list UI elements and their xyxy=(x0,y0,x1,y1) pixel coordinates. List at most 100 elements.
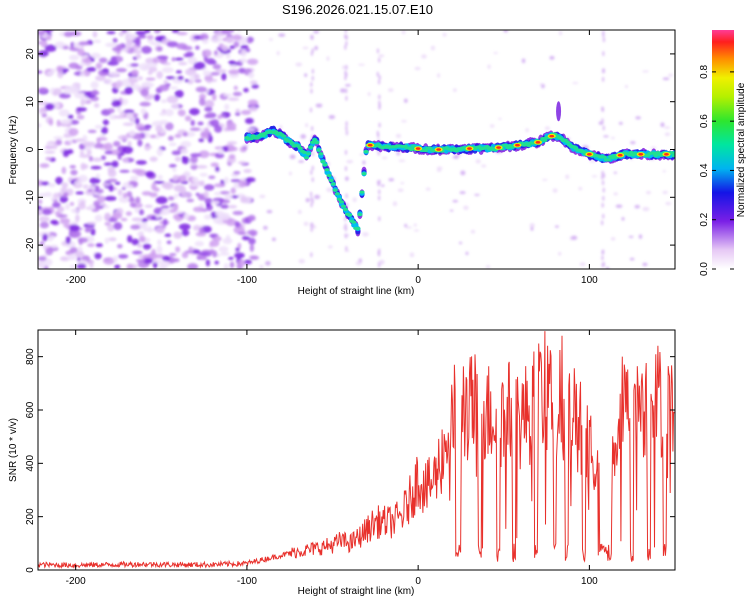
noise-cell xyxy=(76,256,81,262)
noise-cell xyxy=(50,244,58,249)
streak-cell xyxy=(602,261,606,267)
ridge-peak-core xyxy=(664,152,669,156)
noise-cell xyxy=(166,95,179,104)
noise-cell xyxy=(177,109,186,117)
noise-cell xyxy=(198,227,204,234)
streak-cell xyxy=(378,216,381,222)
noise-cell xyxy=(53,136,64,140)
noise-cell xyxy=(163,80,169,85)
noise-cell xyxy=(217,147,224,155)
ridge-peak-core xyxy=(496,146,502,149)
noise-cell xyxy=(387,88,394,93)
noise-cell xyxy=(227,97,240,101)
noise-cell xyxy=(189,127,201,132)
noise-cell xyxy=(38,216,50,223)
noise-cell xyxy=(237,161,247,165)
noise-cell xyxy=(200,131,206,139)
streak-cell xyxy=(311,75,314,81)
noise-cell xyxy=(75,191,85,195)
noise-cell xyxy=(190,164,198,170)
y-tick-label: 10 xyxy=(25,96,36,108)
noise-cell xyxy=(137,126,146,132)
noise-cell xyxy=(53,192,61,199)
noise-cell xyxy=(45,103,55,111)
noise-cell xyxy=(130,224,141,230)
noise-cell xyxy=(125,113,134,120)
noise-cell xyxy=(125,211,132,216)
noise-cell xyxy=(127,235,133,243)
noise-cell xyxy=(89,260,94,269)
noise-cell xyxy=(38,30,45,36)
noise-cell xyxy=(59,195,69,203)
noise-cell xyxy=(156,148,164,157)
noise-cell xyxy=(131,238,140,246)
noise-cell xyxy=(204,134,209,140)
streak-cell xyxy=(377,181,381,187)
noise-cell xyxy=(489,124,495,128)
noise-cell xyxy=(54,211,61,216)
noise-cell xyxy=(38,205,42,211)
noise-cell xyxy=(248,237,256,245)
noise-cell xyxy=(68,54,80,61)
noise-cell xyxy=(149,156,158,162)
noise-cell xyxy=(61,186,68,194)
streak-cell xyxy=(377,251,381,257)
noise-cell xyxy=(93,143,104,149)
noise-cell xyxy=(138,34,147,39)
noise-cell xyxy=(196,165,208,169)
noise-cell xyxy=(339,88,346,93)
noise-cell xyxy=(342,65,346,70)
noise-cell xyxy=(213,183,226,188)
noise-cell xyxy=(259,264,264,269)
noise-cell xyxy=(86,66,97,72)
noise-cell xyxy=(158,84,170,92)
noise-cell xyxy=(42,208,52,216)
noise-cell xyxy=(174,156,182,162)
ridge-cell xyxy=(289,141,295,145)
noise-cell xyxy=(139,101,151,107)
noise-cell xyxy=(167,135,174,141)
noise-cell xyxy=(668,73,673,77)
noise-cell xyxy=(190,153,202,158)
noise-cell xyxy=(181,229,190,237)
noise-cell xyxy=(326,56,330,61)
ridge-cell xyxy=(303,156,310,160)
noise-cell xyxy=(60,118,72,126)
ridge-cell xyxy=(318,152,324,156)
noise-cell xyxy=(278,33,286,37)
noise-cell xyxy=(61,166,67,175)
streak-cell xyxy=(345,130,349,136)
noise-cell xyxy=(401,119,407,123)
streak-cell xyxy=(601,255,604,261)
streak-cell xyxy=(377,57,381,63)
noise-cell xyxy=(117,135,129,141)
noise-cell xyxy=(43,191,53,197)
noise-cell xyxy=(664,132,671,137)
noise-cell xyxy=(554,225,559,228)
ridge-cell xyxy=(410,144,416,148)
noise-cell xyxy=(155,196,168,204)
snr-plot-area xyxy=(38,331,675,569)
streak-cell xyxy=(345,193,348,199)
noise-cell xyxy=(159,120,169,125)
streak-cell xyxy=(345,72,348,78)
noise-cell xyxy=(73,180,82,186)
noise-cell xyxy=(327,245,333,249)
streak-cell xyxy=(601,76,605,82)
ridge-cell xyxy=(351,220,357,224)
noise-cell xyxy=(199,33,209,41)
noise-cell xyxy=(204,127,210,136)
ridge-cell xyxy=(361,172,367,176)
noise-cell xyxy=(168,163,177,168)
noise-cell xyxy=(245,37,254,44)
noise-cell xyxy=(210,36,222,43)
noise-cell xyxy=(572,82,579,85)
noise-cell xyxy=(215,69,227,73)
noise-cell xyxy=(367,91,371,97)
noise-cell xyxy=(195,86,208,93)
ridge-cell xyxy=(542,138,548,142)
noise-cell xyxy=(224,193,233,200)
noise-cell xyxy=(344,83,351,87)
noise-cell xyxy=(226,141,238,145)
noise-cell xyxy=(662,170,667,173)
